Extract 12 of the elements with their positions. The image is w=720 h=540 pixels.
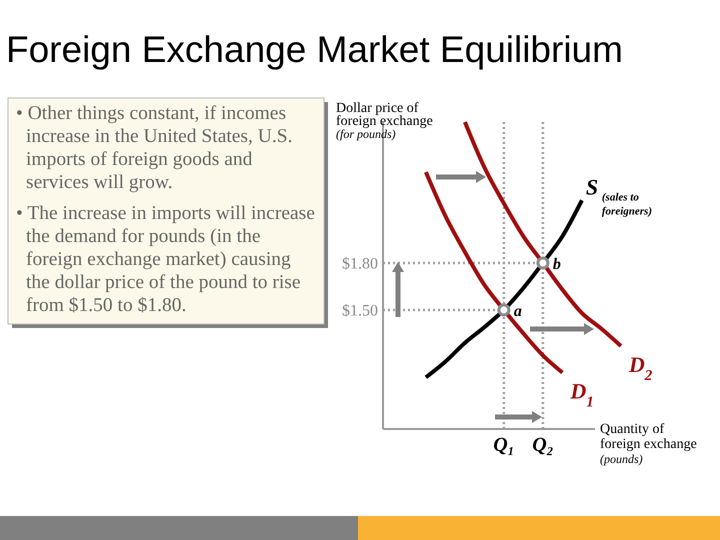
series-label: D$_{2}$ <box>628 352 653 384</box>
series-label: D$_{1}$ <box>569 378 594 411</box>
chart-title: Foreign Exchange Market Equilibrium <box>6 29 623 70</box>
y-tick-label: $1.80 <box>342 256 378 273</box>
x-tick-label: Q₂ <box>532 434 554 456</box>
x-tick-label: Q₁ <box>493 434 515 456</box>
annotation: a <box>514 302 522 320</box>
line-series <box>424 198 584 380</box>
y-tick-label: $1.50 <box>342 302 378 320</box>
annotation: b <box>552 256 561 273</box>
text-panel: • Other things constant, if incomes increase in the United States, U.S. imports of foreign goods and services will grow. • The increase in imports will increase the demand for pounds (in the foreign exchange market) causing the dollar price of the pound to rise from $1.50 to $1.80. <box>8 98 328 328</box>
line-series <box>424 170 564 375</box>
